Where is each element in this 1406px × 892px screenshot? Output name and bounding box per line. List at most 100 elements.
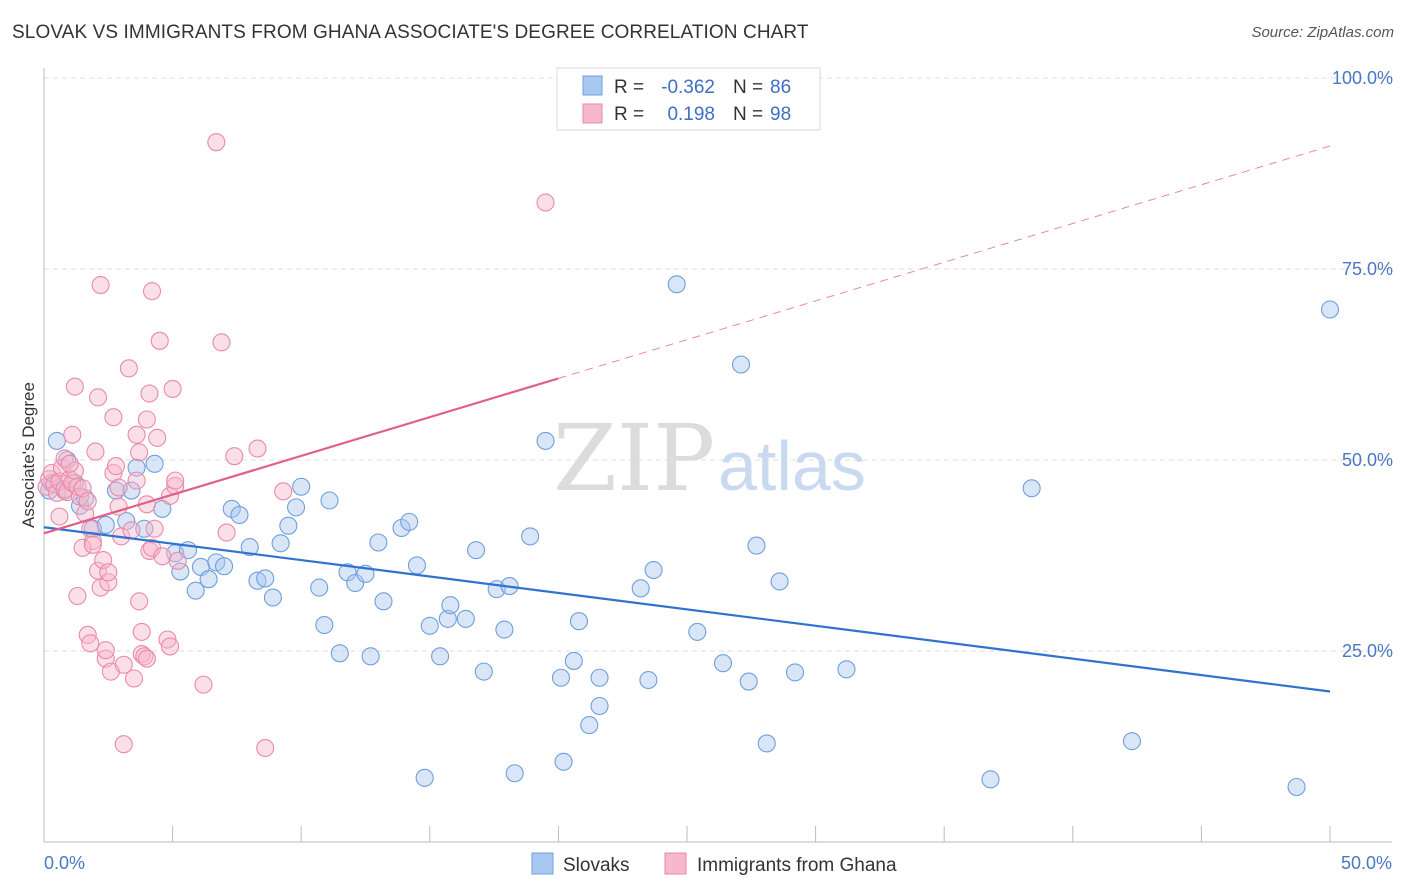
bottom-legend-swatch-slovaks [531,852,554,875]
ghana-point-66 [148,428,167,447]
ghana-point-20 [55,449,74,468]
watermark-zip: ZIP [553,405,715,512]
x-tick-label-min: 0.0% [44,853,85,873]
slovaks-point-64 [564,651,583,670]
ghana-point-42 [106,457,126,476]
ghana-point-65 [145,519,164,538]
y-tick-label-2: 75.0% [1342,259,1393,279]
ghana-point-22 [63,425,82,444]
slovaks-point-44 [374,592,393,611]
ghana-point-40 [104,463,123,483]
slovaks-point-83 [1022,479,1041,498]
legend-n-value-slovaks: 86 [770,77,791,98]
slovaks-point-31 [271,534,290,553]
legend-swatch-ghana [582,103,603,124]
ghana-point-21 [60,454,79,473]
slovaks-point-86 [1320,300,1340,319]
ghana-point-38 [99,563,118,582]
bottom-legend-swatch-ghana [664,852,687,875]
ghana-point-52 [127,425,146,444]
ghana-point-32 [88,388,108,407]
slovaks-point-53 [456,609,475,628]
ghana-point-64 [142,282,162,301]
legend-r-value-slovaks: -0.362 [661,77,715,98]
slovaks-point-24 [214,557,234,576]
ghana-point-74 [166,471,185,490]
slovaks-point-33 [287,498,306,517]
ghana-point-79 [217,523,236,542]
slovaks-point-75 [731,355,751,374]
chart-source: Source: ZipAtlas.com [1251,24,1394,41]
slovaks-point-32 [279,516,298,535]
slovaks-point-77 [747,536,766,555]
slovaks-point-82 [981,770,1000,789]
ghana-point-51 [127,471,146,490]
bottom-legend-label-ghana: Immigrants from Ghana [697,855,897,876]
ghana-point-80 [225,447,244,466]
legend-r-value-ghana: 0.198 [667,104,715,125]
ghana-point-48 [119,359,138,378]
ghana-point-43 [109,478,128,497]
ghana-trend-line [43,377,559,535]
ghana-trend-line-extension [558,145,1331,379]
slovaks-point-30 [263,588,282,607]
y-tick-label-3: 100.0% [1332,68,1393,88]
ghana-point-23 [65,377,84,396]
ghana-point-37 [99,573,118,592]
slovaks-point-52 [441,596,460,615]
slovaks-point-85 [1287,777,1306,797]
bottom-legend-label-slovaks: Slovaks [563,855,630,876]
slovaks-point-67 [590,668,609,687]
slovaks-point-63 [554,752,573,771]
slovaks-point-71 [644,560,663,580]
slovaks-point-13 [127,458,146,477]
ghana-point-36 [96,641,115,660]
slovaks-point-78 [757,734,776,753]
grid-lines [44,77,1392,652]
slovaks-point-62 [551,668,571,687]
slovaks-point-26 [230,505,249,525]
ghana-point-33 [91,275,110,295]
ghana-point-29 [86,442,105,461]
slovaks-point-69 [631,579,650,598]
slovaks-point-54 [467,541,486,560]
slovaks-point-43 [369,533,388,552]
slovaks-point-20 [186,581,205,600]
watermark: ZIP atlas [553,405,866,512]
slovaks-point-55 [474,662,493,681]
chart-title: SLOVAK VS IMMIGRANTS FROM GHANA ASSOCIAT… [12,22,809,43]
slovaks-point-73 [688,622,707,641]
x-tick-label-max: 50.0% [1341,853,1392,873]
ghana-point-72 [163,379,182,398]
ghana-point-24 [68,586,87,606]
slovaks-point-36 [315,615,334,635]
y-tick-label-0: 25.0% [1342,641,1393,661]
slovaks-point-38 [330,644,349,663]
legend-n-value-ghana: 98 [770,104,791,125]
slovaks-point-68 [590,696,609,716]
ghana-point-83 [274,482,293,501]
y-axis-label: Associate's Degree [19,382,38,528]
legend-swatch-slovaks [582,75,603,96]
ghana-point-81 [248,439,267,458]
slovaks-point-61 [536,431,555,450]
slovaks-point-2 [47,431,66,450]
slovaks-point-59 [505,764,524,783]
ghana-point-16 [78,492,97,511]
y-tick-labels: 25.0% 50.0% 75.0% 100.0% [1332,68,1393,661]
slovaks-point-76 [739,672,758,691]
slovaks-point-72 [667,275,686,294]
ghana-point-75 [168,551,187,570]
ghana-point-59 [137,410,156,429]
ghana-point-54 [130,592,149,611]
slovaks-points [40,275,1340,797]
ghana-point-68 [153,547,172,566]
slovaks-point-74 [713,654,733,673]
legend-n-label-slovaks: N = [733,77,763,98]
trend-lines [43,145,1331,693]
slovaks-trend-line [43,526,1331,693]
ghana-point-61 [140,384,159,403]
slovaks-point-81 [837,660,856,679]
legend-n-label-ghana: N = [733,104,763,125]
